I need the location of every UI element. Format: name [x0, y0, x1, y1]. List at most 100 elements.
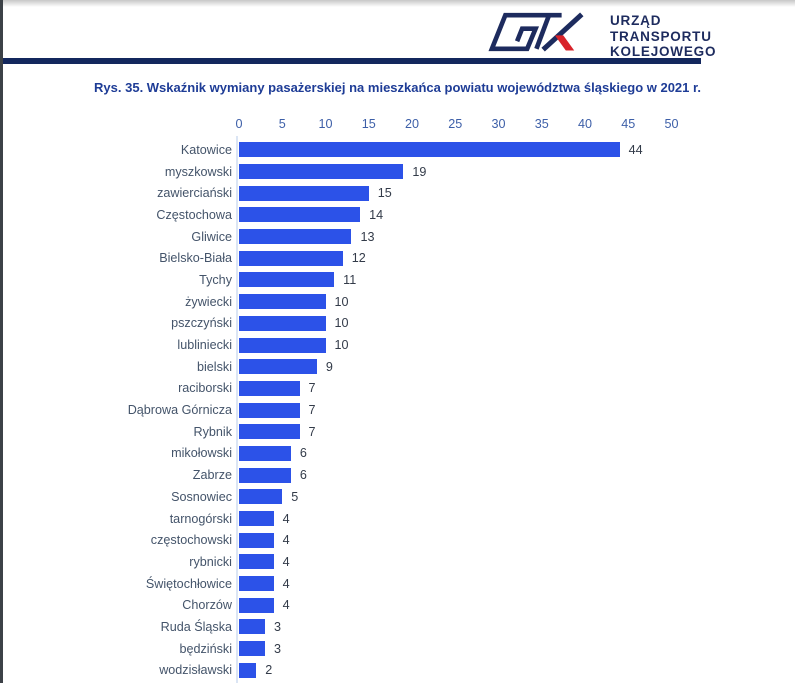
x-axis-tick: 50 [664, 117, 679, 131]
category-label: myszkowski [164, 164, 232, 179]
bar-chart: 0 5 10 15 20 25 30 35 40 45 50 Katowice 44 myszkowsk… [0, 117, 795, 683]
category-label: Ruda Śląska [160, 619, 232, 634]
bar [239, 532, 274, 548]
x-axis-tick: 0 [235, 117, 243, 131]
bar-row: Częstochowa 14 [0, 204, 795, 226]
x-axis-tick: 45 [621, 117, 636, 131]
bar-row: Bielsko-Biała 12 [0, 247, 795, 269]
x-axis-tick: 40 [577, 117, 593, 131]
bar-row: lubliniecki 10 [0, 334, 795, 356]
category-label: Bielsko-Biała [159, 251, 232, 266]
bar-row: częstochowski 4 [0, 529, 795, 551]
category-label: będziński [179, 641, 232, 656]
value-label: 13 [360, 229, 375, 244]
value-label: 2 [265, 663, 273, 678]
value-label: 4 [282, 576, 290, 591]
x-axis-tick: 5 [278, 117, 286, 131]
category-label: Częstochowa [156, 207, 232, 222]
bar [239, 294, 326, 310]
x-axis-tick: 25 [448, 117, 463, 131]
bar-row: Chorzów 4 [0, 594, 795, 616]
bar-row: bielski 9 [0, 356, 795, 378]
header: URZĄD TRANSPORTU KOLEJOWEGO [0, 0, 795, 60]
value-label: 3 [273, 619, 281, 634]
value-label: 6 [299, 446, 307, 461]
bar-row: mikołowski 6 [0, 443, 795, 465]
bar [239, 207, 361, 223]
x-axis-tick: 20 [404, 117, 420, 131]
y-axis-line [236, 136, 238, 683]
bar [239, 641, 265, 657]
left-edge-border [0, 0, 3, 683]
value-label: 9 [325, 359, 333, 374]
category-label: Katowice [180, 142, 232, 157]
value-label: 10 [334, 338, 349, 353]
bar [239, 272, 335, 288]
value-label: 10 [334, 294, 349, 309]
x-axis-tick: 35 [534, 117, 549, 131]
bar [239, 185, 369, 201]
value-label: 4 [282, 511, 290, 526]
category-label: rybnicki [189, 554, 232, 569]
bar [239, 359, 317, 375]
category-label: częstochowski [150, 533, 232, 548]
value-label: 4 [282, 598, 290, 613]
category-label: wodzisławski [159, 663, 232, 678]
category-label: bielski [197, 359, 232, 374]
value-label: 3 [273, 641, 281, 656]
value-label: 7 [308, 381, 316, 396]
bar [239, 380, 300, 396]
value-label: 4 [282, 533, 290, 548]
category-label: żywiecki [185, 294, 232, 309]
bar-row: wodzisławski 2 [0, 660, 795, 682]
bar [239, 142, 620, 158]
value-label: 7 [308, 424, 316, 439]
bar-row: Sosnowiec 5 [0, 486, 795, 508]
figure-title: Rys. 35. Wskaźnik wymiany pasażerskiej n… [94, 80, 701, 95]
value-label: 14 [369, 207, 384, 222]
bar-row: Dąbrowa Górnicza 7 [0, 399, 795, 421]
bar [239, 489, 283, 505]
bar [239, 337, 326, 353]
x-axis-tick: 30 [491, 117, 506, 131]
bar-row: Rybnik 7 [0, 421, 795, 443]
value-label: 11 [343, 272, 357, 287]
value-label: 6 [299, 468, 307, 483]
value-label: 19 [412, 164, 427, 179]
x-axis-tick: 10 [318, 117, 333, 131]
bar-row: pszczyński 10 [0, 313, 795, 335]
header-divider [0, 58, 701, 64]
category-label: zawierciański [157, 186, 232, 201]
bar-row: raciborski 7 [0, 378, 795, 400]
bar-row: będziński 3 [0, 638, 795, 660]
value-label: 7 [308, 403, 316, 418]
category-label: Zabrze [192, 468, 232, 483]
category-label: tarnogórski [169, 511, 232, 526]
category-label: Gliwice [191, 229, 232, 244]
category-label: Dąbrowa Górnicza [127, 403, 232, 418]
x-axis-ticks: 0 5 10 15 20 25 30 35 40 45 50 [0, 117, 795, 133]
logo-line-2: TRANSPORTU [610, 28, 712, 44]
value-label: 15 [377, 186, 392, 201]
category-label: pszczyński [171, 316, 232, 331]
bar [239, 424, 300, 440]
bar [239, 229, 352, 245]
bar [239, 597, 274, 613]
bar-row: Gliwice 13 [0, 226, 795, 248]
value-label: 5 [291, 489, 299, 504]
bar [239, 554, 274, 570]
bar [239, 164, 404, 180]
bar-rows: Katowice 4 4 myszkowski 19 zawierciański 15 Czę… [0, 139, 795, 681]
bar [239, 445, 291, 461]
bar-row: żywiecki 10 [0, 291, 795, 313]
bar [239, 315, 326, 331]
utk-logo: URZĄD TRANSPORTU KOLEJOWEGO [476, 11, 716, 60]
value-label: 4 [282, 554, 290, 569]
category-label: Rybnik [193, 424, 233, 439]
logo-line-3: KOLEJOWEGO [610, 44, 717, 59]
bar [239, 250, 343, 266]
bar-row: Tychy 11 [0, 269, 795, 291]
bar-row: zawierciański 15 [0, 182, 795, 204]
bar-row: rybnicki 4 [0, 551, 795, 573]
utk-monogram-icon [488, 12, 584, 52]
